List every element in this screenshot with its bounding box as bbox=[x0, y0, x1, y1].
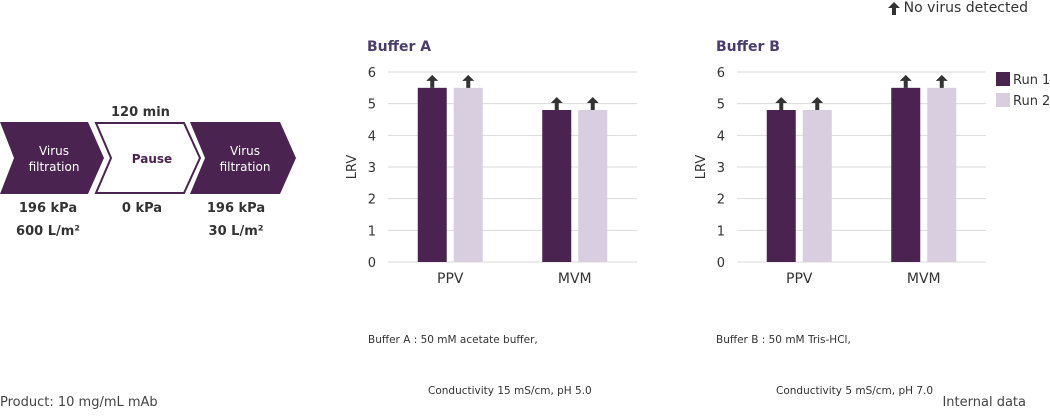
buffer-b-note: Buffer B : 50 mM Tris-HCl, Conductivity … bbox=[716, 298, 933, 417]
up-arrow-icon bbox=[887, 1, 900, 15]
buffer-b-legend-swatch bbox=[996, 72, 1010, 86]
step-3-pressure: 196 kPa bbox=[206, 201, 266, 216]
buffer-a-note: Buffer A : 50 mM acetate buffer, Conduct… bbox=[368, 298, 592, 417]
step-3-volume: 30 L/m² bbox=[208, 224, 264, 239]
chevron-step-2 bbox=[94, 122, 202, 194]
pause-time-label: 120 min bbox=[111, 105, 170, 120]
buffer-b-legend-label: Run 1 bbox=[1013, 73, 1050, 88]
buffer-a-note-line1: Buffer A : 50 mM acetate buffer, bbox=[368, 334, 538, 346]
buffer-b-y-tick-label: 3 bbox=[717, 161, 725, 176]
buffer-a-chart: Buffer A 0 1 2 3 4 5 6 LRV PPV MVM bbox=[345, 39, 637, 287]
buffer-b-bar-mvm-run1 bbox=[891, 87, 921, 262]
buffer-b-chart: Buffer B 0 1 2 3 4 5 6 LRV PPV MVM Run 1 Run 2 bbox=[694, 39, 1050, 287]
step-2-label: Pause bbox=[110, 151, 194, 167]
buffer-a-x-tick-label: PPV bbox=[437, 271, 464, 287]
buffer-b-note-line2: Conductivity 5 mS/cm, pH 7.0 bbox=[776, 385, 934, 397]
buffer-a-bar-ppv-run1 bbox=[417, 87, 447, 262]
buffer-b-legend-swatch bbox=[996, 93, 1010, 107]
chevron-step-1 bbox=[0, 122, 104, 194]
buffer-b-y-axis-label: LRV bbox=[694, 155, 709, 180]
buffer-b-bar-ppv-run1 bbox=[766, 110, 796, 262]
buffer-b-bar-ppv-run2 bbox=[802, 110, 832, 262]
step-3-label-line1: Virus bbox=[229, 144, 261, 158]
step-1-volume: 600 L/m² bbox=[16, 224, 80, 239]
buffer-a-y-tick-label: 6 bbox=[368, 66, 376, 81]
step-1-label-line2: filtration bbox=[28, 160, 80, 174]
step-2-label-line1: Pause bbox=[131, 152, 173, 166]
buffer-a-up-arrow-icon bbox=[550, 97, 563, 110]
buffer-a-x-tick-label: MVM bbox=[558, 271, 592, 287]
no-virus-note: No virus detected bbox=[887, 0, 1028, 16]
buffer-a-y-tick-label: 4 bbox=[368, 129, 376, 144]
buffer-b-x-tick-label: PPV bbox=[786, 271, 813, 287]
buffer-a-up-arrow-icon bbox=[426, 74, 439, 88]
no-virus-note-text: No virus detected bbox=[903, 0, 1028, 16]
buffer-b-y-tick-label: 6 bbox=[717, 66, 725, 81]
step-2-conditions: 0 kPa bbox=[96, 197, 188, 220]
buffer-a-chart-title: Buffer A bbox=[367, 39, 431, 55]
step-3-label-line2: filtration bbox=[219, 160, 271, 174]
step-1-label-line1: Virus bbox=[38, 144, 70, 158]
step-1-label: Virus filtration bbox=[14, 143, 94, 175]
buffer-b-bar-mvm-run2 bbox=[927, 87, 957, 262]
step-2-pressure: 0 kPa bbox=[121, 201, 163, 216]
buffer-a-bar-mvm-run2 bbox=[578, 110, 608, 262]
buffer-b-up-arrow-icon bbox=[775, 97, 788, 110]
buffer-b-up-arrow-icon bbox=[935, 74, 948, 88]
buffer-b-note-line1: Buffer B : 50 mM Tris-HCl, bbox=[716, 334, 851, 346]
buffer-a-y-axis-label: LRV bbox=[345, 155, 360, 180]
buffer-b-up-arrow-icon bbox=[811, 97, 824, 110]
buffer-a-bar-ppv-run2 bbox=[453, 87, 483, 262]
buffer-b-up-arrow-icon bbox=[899, 74, 912, 88]
step-1-conditions: 196 kPa 600 L/m² bbox=[0, 197, 96, 243]
buffer-a-y-tick-label: 5 bbox=[368, 98, 376, 113]
buffer-b-y-tick-label: 0 bbox=[717, 256, 725, 271]
buffer-b-y-tick-label: 5 bbox=[717, 98, 725, 113]
buffer-b-y-tick-label: 1 bbox=[717, 224, 725, 239]
buffer-a-up-arrow-icon bbox=[586, 97, 599, 110]
step-1-pressure: 196 kPa bbox=[18, 201, 78, 216]
source-footnote: Internal data bbox=[942, 395, 1026, 410]
product-footnote: Product: 10 mg/mL mAb bbox=[0, 395, 158, 410]
buffer-a-bar-mvm-run1 bbox=[542, 110, 572, 262]
buffer-a-y-tick-label: 1 bbox=[368, 224, 376, 239]
step-3-conditions: 196 kPa 30 L/m² bbox=[188, 197, 284, 243]
chevron-step-3 bbox=[190, 122, 296, 194]
buffer-b-y-tick-label: 4 bbox=[717, 129, 725, 144]
buffer-a-up-arrow-icon bbox=[462, 74, 475, 88]
buffer-a-note-line2: Conductivity 15 mS/cm, pH 5.0 bbox=[428, 385, 592, 397]
buffer-a-y-tick-label: 2 bbox=[368, 193, 376, 208]
buffer-b-legend-label: Run 2 bbox=[1013, 94, 1050, 109]
buffer-b-chart-title: Buffer B bbox=[716, 39, 780, 55]
buffer-b-y-tick-label: 2 bbox=[717, 193, 725, 208]
buffer-b-x-tick-label: MVM bbox=[907, 271, 941, 287]
process-chevrons bbox=[0, 122, 296, 194]
buffer-a-y-tick-label: 0 bbox=[368, 256, 376, 271]
step-3-label: Virus filtration bbox=[205, 143, 285, 175]
buffer-a-y-tick-label: 3 bbox=[368, 161, 376, 176]
process-flow: 120 min Virus filtration Pause Virus fil… bbox=[0, 100, 300, 250]
